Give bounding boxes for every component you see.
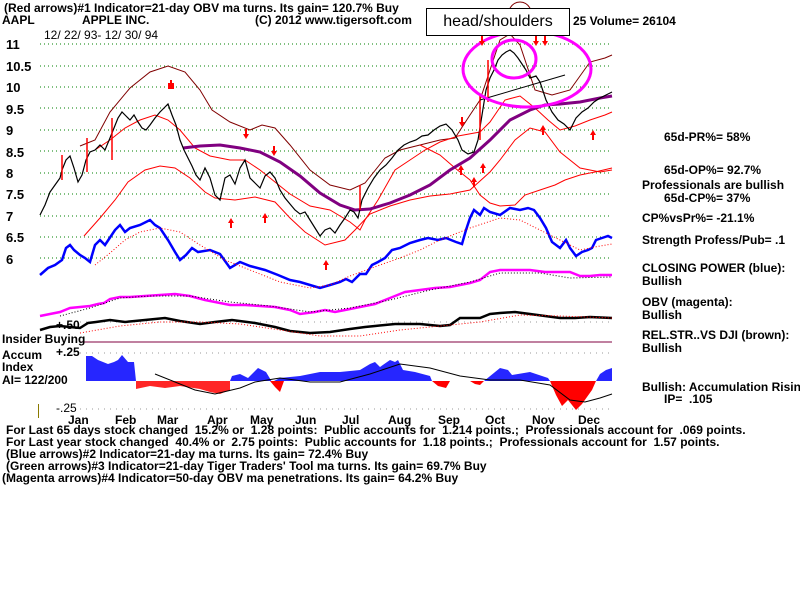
footer-blue-arrows: (Blue arrows)#2 Indicator=21-day ma turn… (6, 447, 369, 461)
professionals-status: Professionals are bullish (642, 178, 785, 192)
volume-text: 25 Volume= 26104 (573, 14, 676, 28)
pr-value: 65d-PR%= 58% (664, 130, 751, 144)
lower-band-inner (419, 144, 613, 207)
ai-value: AI= 122/200 (2, 373, 68, 387)
month-jul: Jul (342, 413, 360, 427)
indicator1-text: (Red arrows)#1 Indicator=21-day OBV ma t… (4, 1, 399, 15)
neckline (479, 74, 566, 101)
closing-power-ma (94, 217, 613, 289)
buy-arrow-icon (323, 260, 329, 270)
month-jun: Jun (295, 413, 317, 427)
y-label-8: 8 (6, 166, 14, 181)
obv-title: OBV (magenta): (642, 295, 733, 309)
y-label-9: 9 (6, 123, 14, 138)
accum-label: Accum (2, 348, 43, 362)
y-label-7: 7 (6, 209, 14, 224)
footer-65day: For Last 65 days stock changed 15.2% or … (6, 423, 746, 437)
price-bars (39, 49, 613, 238)
red-price-bars (61, 60, 489, 210)
obv-line (39, 268, 612, 318)
month-sep: Sep (438, 413, 461, 427)
head-shoulders-small-circle (490, 38, 538, 80)
upper-band-outer (79, 33, 613, 191)
rel-strength-status: Bullish (642, 341, 683, 355)
month-oct: Oct (485, 413, 506, 427)
y-label-8-5: 8.5 (6, 145, 25, 160)
scale-plus50: +.50 (56, 318, 80, 332)
month-jan: Jan (68, 413, 89, 427)
red-arrows (168, 36, 596, 270)
month-feb: Feb (115, 413, 137, 427)
footer-green-arrows: (Green arrows)#3 Indicator=21-day Tiger … (6, 459, 487, 473)
y-label-7-5: 7.5 (6, 187, 25, 202)
closing-power-title: CLOSING POWER (blue): (642, 261, 786, 275)
month-dec: Dec (578, 413, 601, 427)
buy-arrow-icon (262, 213, 268, 223)
obv-status: Bullish (642, 308, 683, 322)
accumulation-status: Bullish: Accumulation Rising (642, 380, 800, 394)
ip-value: IP= .105 (664, 392, 713, 406)
closing-power-line (39, 206, 613, 290)
index-label: Index (2, 360, 34, 374)
month-mar: Mar (157, 413, 179, 427)
sell-arrow-icon (533, 36, 539, 46)
y-label-6-5: 6.5 (6, 230, 25, 245)
ticker-label: AAPL (2, 13, 35, 27)
accumulation-histogram (86, 355, 613, 410)
cursor-marker (38, 404, 39, 418)
rel-strength-ma (79, 314, 613, 337)
month-aug: Aug (388, 413, 412, 427)
sell-arrow-icon (542, 36, 548, 46)
y-label-10: 10 (6, 80, 21, 95)
footer-year: For Last year stock changed 40.4% or 2.7… (6, 435, 720, 449)
sell-arrow-icon (459, 117, 465, 127)
y-label-10-5: 10.5 (6, 59, 32, 74)
lower-band-outer (83, 127, 613, 246)
buy-arrow-icon (458, 165, 464, 175)
sell-arrow-icon (479, 36, 485, 46)
buy-arrow-icon (590, 130, 596, 140)
strength-value: Strength Profess/Pub= .1 (642, 233, 786, 247)
rel-strength-line (39, 310, 613, 335)
rel-strength-title: REL.STR..VS DJI (brown): (642, 328, 790, 342)
moving-average-line (182, 94, 613, 212)
price-gridlines (40, 43, 612, 259)
y-label-9-5: 9.5 (6, 102, 25, 117)
month-nov: Nov (532, 413, 555, 427)
op-value: 65d-OP%= 92.7% (664, 163, 762, 177)
insider-buying-label: Insider Buying (2, 332, 86, 346)
company-name: APPLE INC. (82, 13, 150, 27)
y-label-11: 11 (6, 37, 20, 52)
sell-arrow-icon (168, 80, 174, 89)
cp-value: 65d-CP%= 37% (664, 191, 751, 205)
cp-vs-pr-value: CP%vsPr%= -21.1% (642, 211, 755, 225)
month-may: May (250, 413, 274, 427)
head-shoulders-label: head/shoulders (426, 8, 570, 36)
buy-arrow-icon (540, 125, 546, 135)
y-label-6: 6 (6, 252, 14, 267)
closing-power-status: Bullish (642, 274, 683, 288)
copyright-text: (C) 2012 www.tigersoft.com (255, 13, 412, 27)
buy-arrow-icon (480, 163, 486, 173)
sell-arrow-icon (243, 129, 249, 139)
upper-band-inner (94, 95, 613, 231)
buy-arrow-icon (228, 218, 234, 228)
scale-plus25: +.25 (56, 345, 80, 359)
footer-magenta-arrows: (Magenta arrows)#4 Indicator=50-day OBV … (2, 471, 459, 485)
obv-ma (59, 272, 613, 317)
date-range: 12/ 22/ 93- 12/ 30/ 94 (44, 28, 159, 42)
sell-arrow-icon (271, 146, 277, 156)
buy-arrow-icon (471, 177, 477, 187)
month-apr: Apr (207, 413, 228, 427)
scale-minus25: -.25 (56, 401, 77, 415)
